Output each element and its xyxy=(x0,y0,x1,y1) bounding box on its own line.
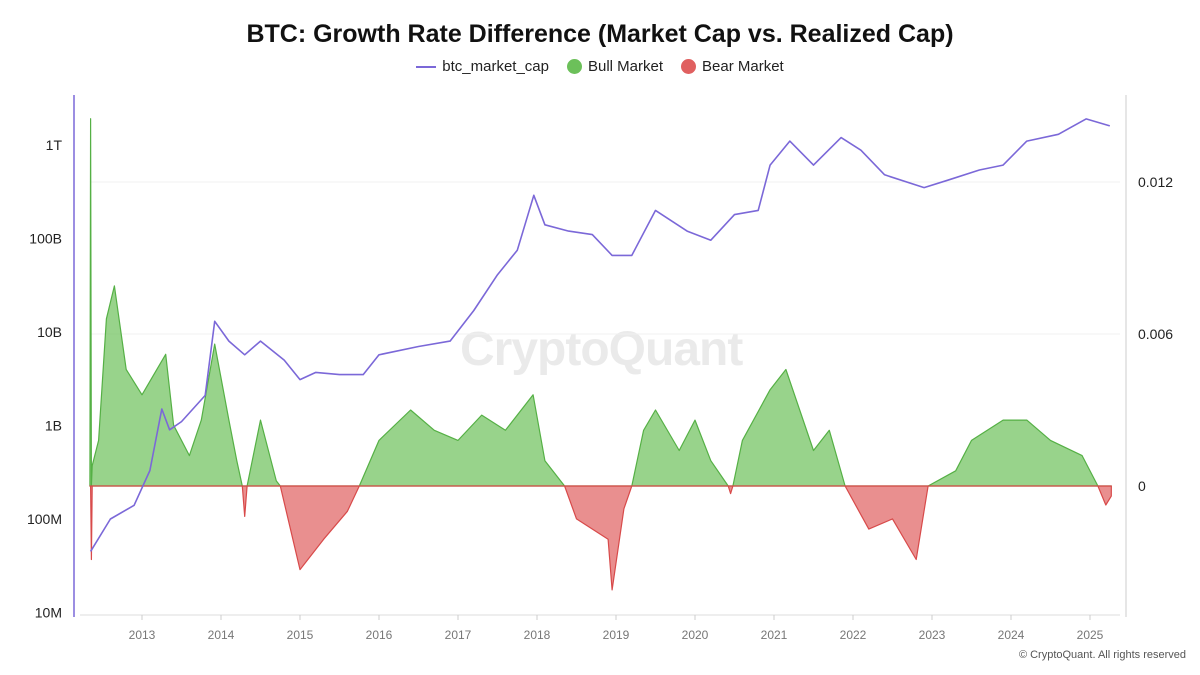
legend-line-swatch xyxy=(416,65,437,68)
legend-label: Bull Market xyxy=(588,58,664,75)
bear-market-area xyxy=(89,485,1112,591)
left-tick-label: 100B xyxy=(29,231,62,247)
right-tick-label: 0.006 xyxy=(1138,326,1173,342)
chart-title: BTC: Growth Rate Difference (Market Cap … xyxy=(246,20,954,48)
x-tick-label: 2015 xyxy=(287,628,314,642)
right-tick-label: 0.012 xyxy=(1138,174,1173,190)
left-tick-label: 100M xyxy=(27,511,62,527)
left-tick-label: 1B xyxy=(45,418,62,434)
legend-dot-swatch xyxy=(681,59,697,74)
x-tick-label: 2023 xyxy=(919,628,946,642)
x-tick-label: 2017 xyxy=(445,628,472,642)
x-tick-label: 2018 xyxy=(524,628,551,642)
left-tick-label: 10M xyxy=(35,605,62,621)
right-tick-label: 0 xyxy=(1138,478,1146,494)
x-tick-label: 2024 xyxy=(998,628,1025,642)
x-tick-label: 2021 xyxy=(761,628,788,642)
watermark: CryptoQuant xyxy=(460,323,743,376)
bull-market-area xyxy=(89,118,1112,487)
legend-label: Bear Market xyxy=(702,58,784,75)
market-cap-line xyxy=(89,118,1111,552)
x-tick-label: 2016 xyxy=(366,628,393,642)
legend-item-market-cap[interactable]: btc_market_cap xyxy=(416,58,549,75)
x-tick-label: 2020 xyxy=(682,628,709,642)
x-tick-label: 2025 xyxy=(1077,628,1104,642)
x-tick-label: 2022 xyxy=(840,628,867,642)
legend: btc_market_cap Bull Market Bear Market xyxy=(0,58,1200,75)
x-tick-label: 2019 xyxy=(603,628,630,642)
x-tick-label: 2014 xyxy=(208,628,235,642)
legend-item-bear[interactable]: Bear Market xyxy=(681,58,784,75)
legend-label: btc_market_cap xyxy=(442,58,549,75)
x-tick-label: 2013 xyxy=(129,628,156,642)
copyright-footer: © CryptoQuant. All rights reserved xyxy=(1018,649,1186,661)
left-tick-label: 10B xyxy=(37,324,62,340)
left-tick-label: 1T xyxy=(46,137,63,153)
legend-item-bull[interactable]: Bull Market xyxy=(567,58,663,75)
legend-dot-swatch xyxy=(567,59,582,74)
